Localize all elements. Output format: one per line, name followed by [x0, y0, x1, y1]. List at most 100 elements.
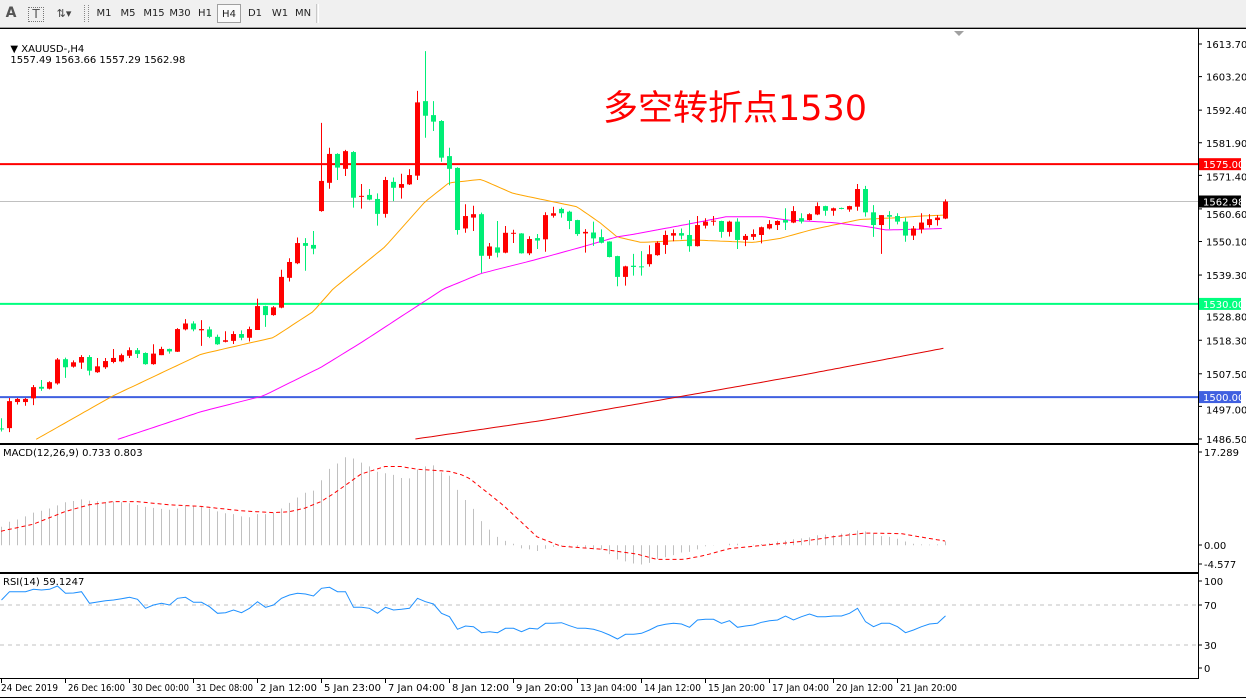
candle-body — [327, 153, 332, 183]
timeframe-m1[interactable]: M1 — [96, 8, 112, 19]
candle — [711, 216, 716, 226]
candle-body — [359, 195, 364, 197]
candle — [175, 328, 180, 353]
candle-body — [559, 208, 564, 214]
candle-body — [791, 211, 796, 223]
candle — [871, 205, 876, 237]
price-tick-label: 1613.70 — [1206, 40, 1246, 51]
candle — [447, 147, 452, 186]
candle-body — [7, 401, 12, 429]
candle — [359, 184, 364, 209]
timeframe-d1[interactable]: D1 — [247, 8, 263, 19]
candle — [495, 221, 500, 258]
candle — [927, 214, 932, 228]
candle — [631, 253, 636, 276]
candle-body — [23, 398, 28, 403]
time-tick-label: 20 Jan 12:00 — [836, 683, 893, 694]
timeframe-m5[interactable]: M5 — [120, 8, 136, 19]
candle — [455, 167, 460, 235]
candle — [839, 207, 844, 210]
candle — [247, 326, 252, 342]
candle — [263, 305, 268, 327]
candle — [407, 169, 412, 185]
text-tool-icon[interactable]: A — [5, 5, 17, 21]
candle — [503, 225, 508, 254]
price-tick-label: 1603.20 — [1206, 73, 1246, 84]
macd-axis-label: 0.00 — [1204, 541, 1226, 552]
candle-body — [383, 180, 388, 214]
candle-body — [903, 221, 908, 236]
candle — [599, 229, 604, 244]
candle-body — [479, 214, 484, 256]
timeframe-m30[interactable]: M30 — [169, 8, 191, 19]
time-tick-label: 8 Jan 12:00 — [452, 683, 509, 694]
candle-body — [527, 239, 532, 254]
text-label-tool-icon[interactable]: T — [28, 7, 44, 22]
candle-body — [159, 348, 164, 356]
candle-body — [911, 228, 916, 236]
timeframe-mn[interactable]: MN — [294, 8, 312, 19]
time-tick-label: 14 Jan 12:00 — [644, 683, 701, 694]
candle — [791, 206, 796, 224]
timeframe-h1[interactable]: H1 — [198, 8, 212, 19]
timeframe-h4[interactable]: H4 — [217, 4, 241, 23]
candle — [751, 229, 756, 240]
candle-body — [735, 221, 740, 240]
candle-body — [431, 115, 436, 122]
candle-body — [175, 329, 180, 352]
candle — [7, 398, 12, 433]
candle-body — [87, 357, 92, 371]
candle — [399, 173, 404, 199]
candle — [935, 215, 940, 226]
candle — [663, 230, 668, 254]
candle-body — [607, 241, 612, 258]
candle — [47, 381, 52, 390]
candle — [583, 229, 588, 253]
candle — [23, 398, 28, 406]
timeframe-m15[interactable]: M15 — [143, 8, 165, 19]
candle — [823, 205, 828, 216]
candle-body — [639, 266, 644, 268]
macd-signal-line — [0, 466, 946, 560]
candle-body — [319, 180, 324, 212]
candle-body — [303, 243, 308, 246]
candle — [431, 101, 436, 131]
candle-body — [415, 102, 420, 176]
candle — [815, 202, 820, 216]
candle-body — [199, 329, 204, 331]
candle — [919, 213, 924, 234]
candle — [135, 348, 140, 358]
candle — [535, 234, 540, 249]
candle — [167, 348, 172, 354]
candle-body — [855, 189, 860, 207]
candle-body — [103, 361, 108, 368]
time-tick-label: 13 Jan 04:00 — [580, 683, 637, 694]
candle — [63, 357, 68, 378]
candle — [0, 418, 4, 432]
candle — [391, 177, 396, 202]
chart-background — [0, 27, 1246, 699]
candle — [127, 347, 132, 358]
candle-body — [839, 207, 844, 209]
candle — [351, 151, 356, 208]
candle — [287, 258, 292, 282]
toolbar-grip[interactable] — [84, 5, 89, 22]
toolbar-separator — [316, 4, 319, 23]
price-tick-label: 1550.10 — [1206, 238, 1246, 249]
candle-body — [39, 386, 44, 389]
candle-body — [287, 261, 292, 278]
arrows-tool-icon[interactable]: ⇅▾ — [56, 7, 72, 20]
candle-body — [0, 428, 4, 430]
rsi-axis-label: 70 — [1204, 601, 1217, 612]
price-tick-label: 1518.30 — [1206, 336, 1246, 347]
time-tick-label: 5 Jan 23:00 — [324, 683, 381, 694]
level-label: 1562.98 — [1203, 198, 1244, 209]
candle — [487, 243, 492, 259]
candle-body — [423, 101, 428, 116]
candle — [887, 211, 892, 230]
candle-body — [167, 348, 172, 352]
timeframe-w1[interactable]: W1 — [271, 8, 289, 19]
candle-body — [815, 206, 820, 215]
candle-body — [503, 232, 508, 253]
